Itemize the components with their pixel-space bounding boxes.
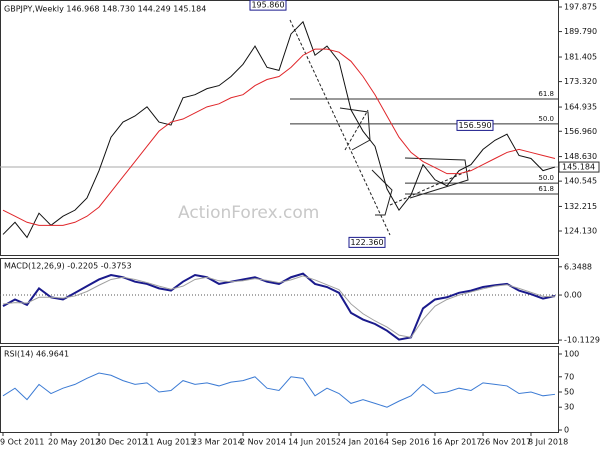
macd-title: MACD(12,26,9) -0.2205 -0.3753: [4, 262, 132, 271]
y-tick-label: 50: [564, 388, 574, 397]
triangle-pattern: [339, 107, 469, 216]
y-tick-label: 156.960: [564, 127, 597, 136]
y-tick-label: 124.130: [564, 227, 597, 236]
y-tick-label: -10.1129: [564, 336, 600, 345]
price-label: 122.360: [350, 238, 383, 247]
y-tick-label: 0.00: [564, 291, 582, 300]
y-tick-label: 0: [564, 426, 569, 435]
x-tick-label: 2 Nov 2014: [240, 438, 286, 447]
y-tick-label: 189.790: [564, 27, 597, 36]
x-tick-label: 4 Sep 2016: [384, 438, 430, 447]
price-label-box: [456, 119, 494, 131]
y-tick-label: 70: [564, 372, 574, 381]
y-tick-label: 181.405: [564, 53, 597, 62]
fib-label: 61.8: [538, 90, 554, 98]
x-tick-label: 26 Nov 2017: [480, 438, 531, 447]
macd-panel: [0, 258, 559, 344]
price-label: 156.590: [458, 121, 491, 130]
series-line: [2, 48, 556, 226]
series-line: [2, 272, 556, 341]
x-tick-label: 20 May 2012: [48, 438, 100, 447]
price-label-box: [348, 236, 386, 248]
series-line: [2, 275, 556, 338]
x-tick-label: 14 Jun 2015: [288, 438, 336, 447]
watermark: ActionForex.com: [178, 203, 319, 223]
series-line: [2, 372, 556, 408]
y-tick-label: 6.3488: [564, 262, 592, 271]
fib-label: 50.0: [538, 174, 554, 182]
y-tick-label: 197.875: [564, 3, 597, 12]
x-tick-label: 24 Jan 2016: [336, 438, 384, 447]
rsi-panel: [0, 346, 559, 433]
fib-label: 50.0: [538, 115, 554, 123]
trend-lines: [289, 19, 471, 236]
y-tick-label: 132.215: [564, 202, 597, 211]
price-label-box: [249, 0, 287, 11]
y-tick-label: 100: [564, 349, 579, 358]
y-tick-label: 140.545: [564, 177, 597, 186]
x-tick-label: 11 Aug 2013: [144, 438, 195, 447]
y-tick-label: 164.935: [564, 103, 597, 112]
price-title: GBPJPY,Weekly 146.968 148.730 144.249 14…: [4, 5, 206, 14]
current-price-label: 145.184: [562, 163, 595, 172]
fib-label: 61.8: [538, 185, 554, 193]
rsi-title: RSI(14) 46.9641: [4, 350, 69, 359]
series-line: [2, 20, 556, 239]
x-tick-label: 8 Jul 2018: [528, 438, 568, 447]
x-tick-label: 23 Mar 2014: [192, 438, 243, 447]
y-tick-label: 30: [564, 403, 574, 412]
current-price-box: [558, 161, 600, 173]
y-tick-label: 173.320: [564, 77, 597, 86]
x-tick-label: 9 Oct 2011: [0, 438, 44, 447]
x-tick-label: 16 Apr 2017: [432, 438, 481, 447]
price-label: 195.860: [251, 1, 284, 10]
x-tick-label: 30 Dec 2012: [96, 438, 147, 447]
y-tick-label: 148.630: [564, 152, 597, 161]
